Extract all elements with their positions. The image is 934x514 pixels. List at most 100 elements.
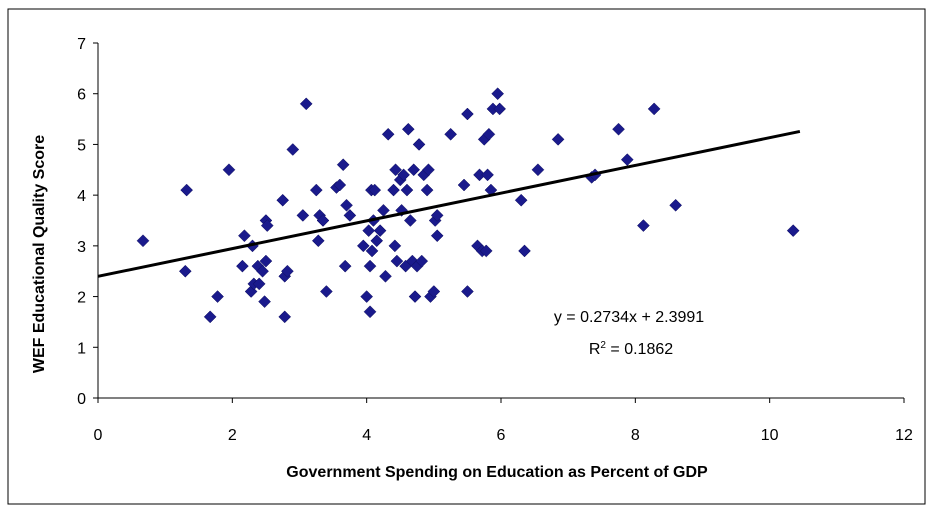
data-point	[260, 219, 274, 232]
data-point	[211, 290, 224, 303]
data-point	[296, 209, 310, 222]
y-tick-label: 4	[77, 188, 86, 205]
data-point	[430, 229, 444, 243]
x-tick-label: 12	[895, 427, 913, 444]
data-point	[311, 234, 325, 248]
data-point	[373, 224, 387, 237]
data-point	[244, 285, 258, 298]
trendline-layer	[97, 129, 801, 278]
data-point	[365, 244, 379, 258]
y-tick-label: 6	[77, 87, 86, 104]
data-point	[612, 122, 625, 136]
data-point	[136, 234, 150, 248]
x-tick-label: 0	[94, 427, 103, 444]
data-point	[236, 259, 249, 273]
data-point	[444, 127, 457, 141]
x-tick-label: 4	[362, 427, 371, 444]
data-point	[203, 310, 217, 324]
data-point	[493, 102, 507, 116]
x-axis-label: Government Spending on Education as Perc…	[286, 464, 708, 481]
data-point	[363, 259, 377, 273]
y-tick-label: 2	[77, 290, 86, 307]
data-point	[412, 138, 426, 151]
y-tick-label: 5	[77, 137, 86, 154]
y-tick-labels: 0 1 2 3 4 5 6 7	[77, 36, 86, 408]
data-point	[397, 168, 410, 182]
data-point	[491, 87, 504, 101]
x-tick-labels: 0 2 4 6 8 10 12	[94, 427, 913, 444]
data-point	[258, 295, 271, 308]
data-point	[482, 127, 496, 141]
x-tick-label: 8	[631, 427, 640, 444]
data-point	[278, 310, 292, 324]
r-squared-value: = 0.1862	[606, 341, 673, 358]
data-point	[531, 163, 545, 177]
data-point	[407, 163, 421, 177]
data-point	[388, 239, 402, 253]
r-squared-prefix: R	[589, 341, 601, 358]
data-point	[381, 127, 395, 141]
chart-border	[7, 8, 926, 505]
data-point	[343, 209, 357, 222]
data-point	[362, 224, 376, 237]
data-point	[356, 239, 370, 253]
data-point	[415, 254, 429, 268]
data-point	[320, 285, 333, 298]
data-point	[430, 209, 444, 222]
y-tick-label: 1	[77, 340, 86, 357]
data-point	[299, 97, 313, 111]
data-point	[238, 229, 251, 243]
data-point	[286, 143, 300, 156]
data-point	[669, 198, 682, 212]
x-tick-label: 2	[228, 427, 237, 444]
axes	[93, 42, 905, 403]
r-squared-label: R2 = 0.1862	[589, 340, 673, 358]
data-point	[276, 193, 290, 207]
data-point	[387, 183, 400, 197]
data-points	[136, 87, 800, 324]
data-point	[222, 163, 236, 177]
data-point	[360, 290, 374, 303]
data-point	[514, 193, 528, 207]
regression-equation: y = 0.2734x + 2.3991	[554, 309, 704, 326]
data-point	[178, 264, 192, 278]
data-point	[338, 259, 352, 273]
data-point	[316, 214, 330, 227]
data-point	[340, 198, 353, 212]
data-point	[786, 224, 800, 237]
y-axis-label: WEF Educational Quality Score	[31, 135, 48, 373]
data-point	[408, 290, 422, 303]
data-point	[379, 269, 392, 283]
data-point	[259, 254, 273, 268]
data-point	[481, 168, 494, 182]
x-tick-label: 10	[761, 427, 779, 444]
data-point	[551, 133, 565, 146]
data-point	[389, 163, 402, 177]
y-tick-label: 0	[77, 391, 86, 408]
trendline	[97, 129, 801, 278]
data-point	[370, 234, 384, 248]
data-point	[427, 285, 441, 298]
r-squared-superscript: 2	[600, 340, 606, 351]
data-point	[333, 178, 347, 192]
data-point	[647, 102, 661, 116]
data-point	[368, 183, 382, 197]
x-tick-label: 6	[497, 427, 506, 444]
data-point	[461, 285, 474, 298]
data-point	[422, 163, 435, 177]
data-point	[252, 277, 266, 291]
data-point	[637, 219, 650, 232]
data-point	[180, 183, 194, 197]
data-point	[390, 254, 404, 268]
data-point	[457, 178, 471, 192]
data-point	[309, 183, 323, 197]
data-point	[420, 183, 434, 197]
y-tick-label: 7	[77, 36, 86, 53]
data-point	[518, 244, 531, 258]
data-point	[479, 244, 493, 258]
data-point	[336, 158, 350, 172]
data-point	[256, 264, 269, 278]
data-point	[363, 305, 377, 319]
data-point	[400, 183, 414, 197]
